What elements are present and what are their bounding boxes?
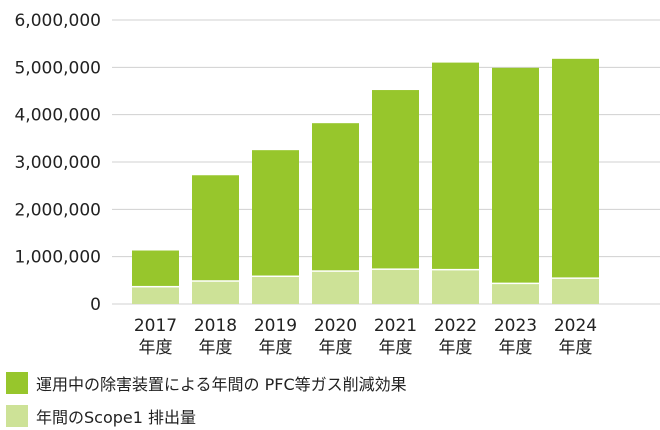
x-tick-label: 2018 (194, 316, 237, 336)
bar-segment (192, 175, 239, 281)
bar-segment (432, 270, 479, 304)
bar-segment (312, 123, 359, 271)
bar-segment (492, 67, 539, 283)
x-tick-label: 年度 (379, 338, 413, 358)
y-tick-label: 4,000,000 (14, 106, 101, 126)
y-tick-label: 0 (90, 295, 101, 315)
bar-segment (372, 269, 419, 304)
legend-item-scope1: 年間のScope1 排出量 (6, 404, 196, 428)
x-tick-label: 2021 (374, 316, 417, 336)
x-tick-label: 2023 (494, 316, 537, 336)
bar-segment (132, 287, 179, 304)
x-tick-label: 2020 (314, 316, 357, 336)
x-tick-label: 年度 (319, 338, 353, 358)
x-tick-label: 年度 (259, 338, 293, 358)
legend-item-pfc: 運用中の除害装置による年間の PFC等ガス削減効果 (6, 371, 407, 395)
x-tick-label: 2024 (554, 316, 597, 336)
bar-segment (252, 277, 299, 304)
bar-segment (432, 62, 479, 269)
x-tick-label: 2017 (134, 316, 177, 336)
legend-swatch-scope1 (6, 405, 28, 427)
bar-segment (552, 278, 599, 304)
bar-segment (552, 58, 599, 278)
bar-segment (372, 90, 419, 269)
bar-segment (252, 150, 299, 276)
y-tick-label: 5,000,000 (14, 58, 101, 78)
y-tick-label: 6,000,000 (14, 11, 101, 31)
legend-swatch-pfc (6, 372, 28, 394)
y-tick-label: 3,000,000 (14, 153, 101, 173)
stacked-bar-chart: 0 1,000,000 2,000,000 3,000,000 4,000,000 5,0… (14, 11, 660, 358)
y-tick-label: 1,000,000 (14, 248, 101, 268)
y-tick-label: 2,000,000 (14, 200, 101, 220)
x-tick-label: 2022 (434, 316, 477, 336)
bar-segment (312, 271, 359, 304)
x-tick-label: 年度 (439, 338, 473, 358)
x-tick-label: 年度 (139, 338, 173, 358)
x-tick-label: 年度 (559, 338, 593, 358)
x-tick-label: 年度 (199, 338, 233, 358)
legend-label-pfc: 運用中の除害装置による年間の PFC等ガス削減効果 (36, 375, 407, 394)
legend-label-scope1: 年間のScope1 排出量 (36, 408, 197, 427)
x-tick-label: 2019 (254, 316, 297, 336)
bar-segment (192, 281, 239, 304)
bar-segment (492, 284, 539, 304)
bar-segment (132, 250, 179, 286)
x-tick-label: 年度 (499, 338, 533, 358)
